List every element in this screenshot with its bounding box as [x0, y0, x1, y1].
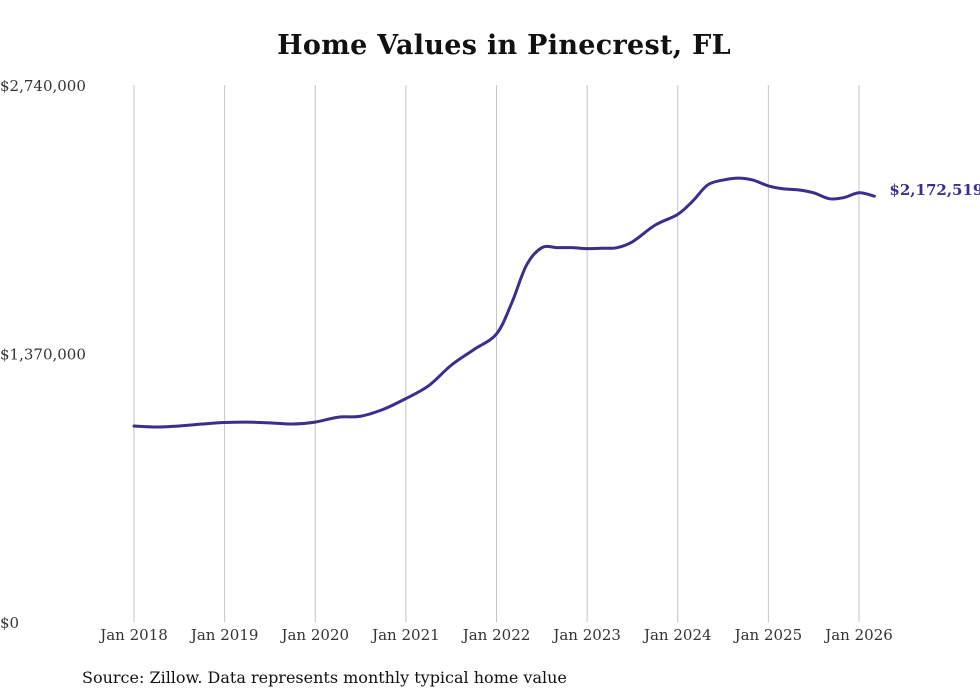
- grid-lines: [133, 85, 860, 622]
- source-note: Source: Zillow. Data represents monthly …: [82, 668, 567, 687]
- y-tick-label: $0: [0, 614, 19, 632]
- series-end-value-label: $2,172,519: [889, 181, 980, 199]
- series-layer: $2,172,519: [132, 176, 980, 429]
- x-tick-label: Jan 2023: [551, 626, 621, 644]
- series-line: [132, 176, 876, 429]
- x-tick-label: Jan 2018: [98, 626, 168, 644]
- x-tick-label: Jan 2024: [642, 626, 712, 644]
- x-tick-label: Jan 2025: [733, 626, 803, 644]
- x-tick-label: Jan 2019: [189, 626, 259, 644]
- x-axis-ticks: Jan 2018 Jan 2019 Jan 2020 Jan 2021 Jan 2022…: [98, 626, 893, 644]
- x-tick-label: Jan 2020: [279, 626, 349, 644]
- x-tick-label: Jan 2022: [461, 626, 531, 644]
- y-axis-ticks: $0 $1,370,000 $2,740,000: [0, 77, 86, 632]
- x-tick-label: Jan 2021: [370, 626, 440, 644]
- x-tick-label: Jan 2026: [823, 626, 893, 644]
- chart-title: Home Values in Pinecrest, FL: [277, 30, 731, 61]
- y-tick-label: $2,740,000: [0, 77, 86, 95]
- y-tick-label: $1,370,000: [0, 346, 86, 364]
